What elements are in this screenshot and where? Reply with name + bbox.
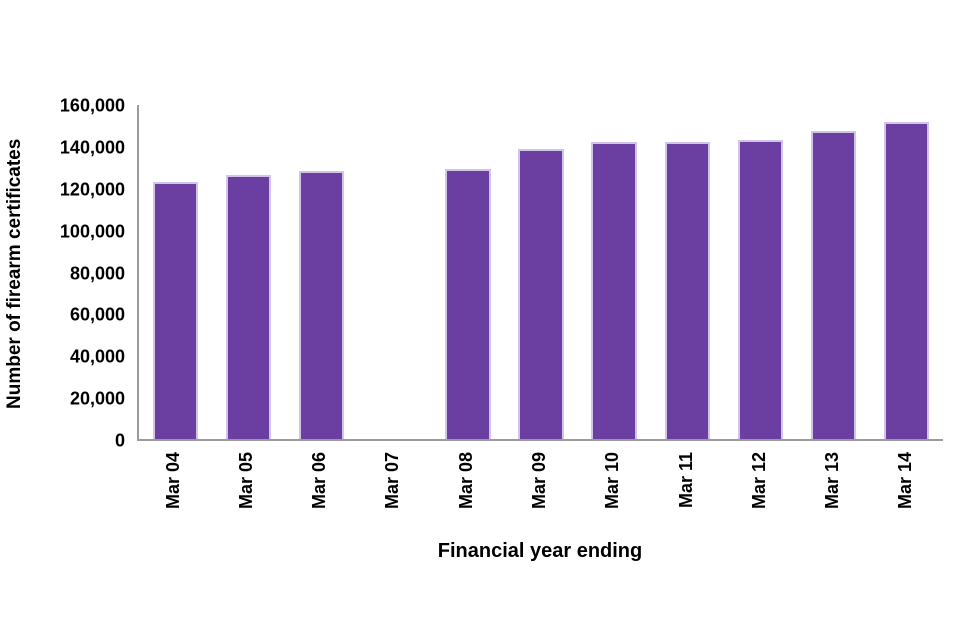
x-axis-title: Financial year ending xyxy=(437,540,643,562)
bar-mar-11 xyxy=(664,142,710,439)
bar-mar-13 xyxy=(810,130,857,439)
bar-slot-mar-12 xyxy=(724,105,797,439)
bar-slot-mar-10 xyxy=(578,105,651,439)
x-tick-label: Mar 05 xyxy=(235,452,256,510)
bar-slot-mar-05 xyxy=(212,105,285,439)
x-axis-tick-labels: Mar 04 Mar 05 Mar 06 Mar 07 Mar 08 Mar 09 Mar … xyxy=(137,452,943,542)
bar-slot-mar-14 xyxy=(870,105,943,439)
bar-mar-10 xyxy=(591,141,637,439)
y-tick-label: 80,000 xyxy=(69,263,125,283)
y-tick-label: 100,000 xyxy=(59,221,125,242)
bar-slot-mar-13 xyxy=(797,105,870,439)
y-tick-label: 60,000 xyxy=(69,304,125,325)
x-tick-label: Mar 13 xyxy=(822,452,843,510)
x-tick-label: Mar 10 xyxy=(602,452,623,510)
x-tick-label: Mar 08 xyxy=(455,452,476,510)
x-tick-label: Mar 09 xyxy=(529,452,549,510)
bar-mar-04 xyxy=(152,182,199,439)
bar-slot-mar-08 xyxy=(431,105,504,439)
bar-slot-mar-07 xyxy=(358,105,431,439)
y-tick-label: 140,000 xyxy=(59,137,125,158)
y-tick-label: 20,000 xyxy=(69,388,125,409)
x-tick-label: Mar 06 xyxy=(309,452,330,510)
y-axis-tick-labels: 160,000 140,000 120,000 100,000 80,000 60,000… xyxy=(0,96,125,451)
x-tick-label: Mar 04 xyxy=(162,452,183,510)
x-tick-label: Mar 07 xyxy=(382,452,403,510)
y-tick-label: 40,000 xyxy=(69,346,125,367)
bar-mar-12 xyxy=(737,139,783,439)
x-tick-label: Mar 12 xyxy=(748,452,769,510)
bar-mar-08 xyxy=(445,169,491,439)
bar-slot-mar-06 xyxy=(285,105,358,439)
bar-mar-09 xyxy=(518,149,564,439)
plot-area xyxy=(137,105,943,441)
x-tick-label: Mar 14 xyxy=(895,452,916,510)
bar-mar-14 xyxy=(883,121,930,439)
bar-slot-mar-11 xyxy=(651,105,724,439)
y-tick-label: 160,000 xyxy=(59,95,125,116)
y-tick-label: 120,000 xyxy=(59,179,125,200)
x-tick-label: Mar 11 xyxy=(675,452,696,509)
bar-mar-06 xyxy=(299,171,345,439)
bar-mar-05 xyxy=(225,175,272,439)
y-tick-label: 0 xyxy=(114,430,125,451)
bar-slot-mar-04 xyxy=(139,105,212,439)
bar-slot-mar-09 xyxy=(504,105,577,439)
